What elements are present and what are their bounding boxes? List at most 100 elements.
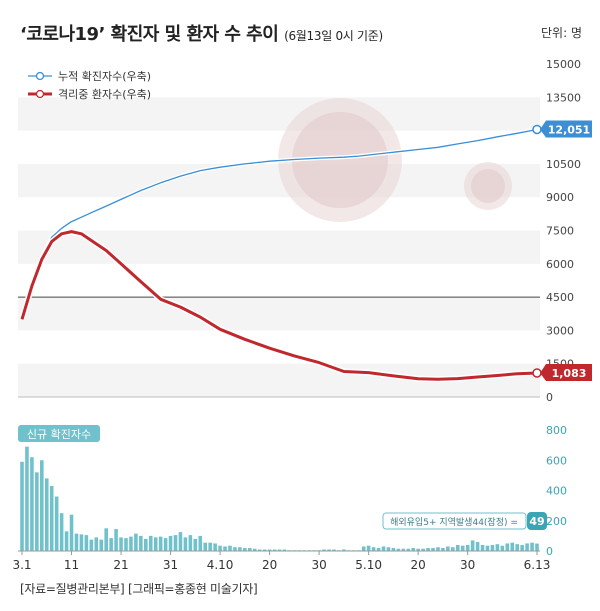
legend-label: 누적 확진자수(우축) [58, 70, 151, 83]
y-tick-label: 3000 [546, 324, 574, 337]
daily-bar [252, 548, 257, 551]
daily-bar [79, 534, 84, 551]
daily-bar [144, 538, 148, 551]
virus-small-icon [464, 162, 512, 210]
daily-bar [262, 549, 267, 551]
x-tick-label: 20 [411, 558, 426, 572]
daily-bar [426, 547, 430, 551]
daily-bar [188, 535, 193, 551]
grid-band [18, 97, 540, 131]
y-tick-label: 0 [546, 391, 553, 404]
legend-marker [35, 89, 45, 99]
daily-bar [505, 543, 510, 551]
daily-bar [401, 548, 406, 551]
x-tick-label: 31 [163, 558, 178, 572]
daily-bar [109, 538, 113, 551]
daily-bar [411, 547, 415, 551]
daily-bar [64, 531, 69, 551]
daily-bar [223, 546, 227, 551]
y-axis-right: 0150030004500600075009000105001200013500… [546, 58, 581, 404]
daily-bar [119, 537, 123, 551]
daily-bar [129, 536, 133, 551]
daily-bar [421, 548, 425, 551]
daily-bar [158, 536, 163, 551]
chart-title-main: ‘코로나19’ 확진자 및 환자 수 추이 [20, 24, 279, 45]
daily-bar [495, 544, 500, 551]
daily-bar [406, 548, 411, 551]
daily-bar [416, 548, 420, 551]
daily-bar [257, 549, 262, 551]
x-tick-label: 4.10 [207, 558, 234, 572]
x-tick-label: 21 [113, 558, 128, 572]
daily-bar [366, 545, 371, 551]
daily-bar [510, 542, 515, 551]
series-end-point [532, 368, 542, 378]
daily-bar [124, 538, 128, 551]
x-tick-label: 3.1 [12, 558, 31, 572]
daily-bar [168, 535, 173, 552]
daily-bar [69, 514, 74, 551]
bar-panel: 신규 확진자수 [18, 425, 100, 442]
series-line-cumulative [21, 128, 538, 318]
daily-bar [480, 544, 485, 551]
daily-bar [183, 537, 188, 551]
x-tick-label: 30 [460, 558, 475, 572]
daily-bar [436, 547, 440, 551]
legend-marker [35, 71, 45, 81]
y-tick-label: 13500 [546, 91, 581, 104]
daily-bar [233, 547, 237, 551]
daily-bar [327, 549, 331, 551]
daily-bar [163, 538, 168, 551]
y-tick-label: 6000 [546, 258, 574, 271]
daily-bar [74, 533, 79, 551]
daily-bar [89, 539, 94, 551]
x-tick-label: 6.13 [524, 558, 551, 572]
daily-bar [381, 546, 386, 551]
daily-bar [218, 545, 222, 551]
daily-bar [173, 535, 178, 551]
line-series [19, 124, 542, 383]
daily-bar [515, 544, 519, 551]
daily-bar [25, 446, 29, 551]
daily-bar [500, 545, 505, 551]
bar-y-tick-label: 0 [546, 545, 553, 558]
y-tick-label: 10500 [546, 158, 581, 171]
daily-bar [267, 549, 272, 551]
daily-bar [396, 548, 401, 551]
grid-band [18, 297, 540, 331]
daily-bar [148, 535, 153, 552]
daily-bar [342, 549, 346, 551]
daily-bar [44, 478, 49, 551]
daily-bar [371, 547, 376, 551]
x-tick-label: 5.10 [355, 558, 382, 572]
unit-label: 단위: 명 [541, 26, 582, 40]
chart-title-sub: (6월13일 0시 기준) [284, 29, 383, 43]
daily-bar [391, 547, 396, 551]
daily-bar [277, 549, 282, 551]
daily-bar [54, 496, 59, 551]
bar-title-badge [18, 425, 100, 442]
end-value-label: 12,051 [548, 123, 590, 136]
daily-bar [386, 547, 391, 551]
daily-bar [203, 542, 208, 551]
daily-bar [94, 537, 99, 551]
end-labels: 12,051 1,083 [540, 120, 592, 381]
daily-bar [198, 535, 203, 552]
virus-illustration [278, 98, 512, 222]
daily-bar [535, 543, 539, 551]
daily-bar [525, 543, 529, 551]
x-tick-label: 20 [262, 558, 277, 572]
daily-bar [490, 544, 495, 551]
daily-bar [455, 544, 460, 551]
daily-bar [470, 540, 475, 551]
daily-bar [451, 547, 455, 551]
grid-bands [18, 97, 540, 398]
daily-bar [243, 547, 247, 551]
x-tick-label: 11 [64, 558, 79, 572]
series-end-point [532, 124, 542, 135]
legend-label: 격리중 환자수(우축) [58, 88, 151, 101]
bar-x-axis: 3.1 11 21 31 4.10 20 30 5.10 20 30 6.13 [12, 551, 550, 572]
daily-bar [238, 547, 242, 551]
daily-bar [431, 547, 435, 551]
